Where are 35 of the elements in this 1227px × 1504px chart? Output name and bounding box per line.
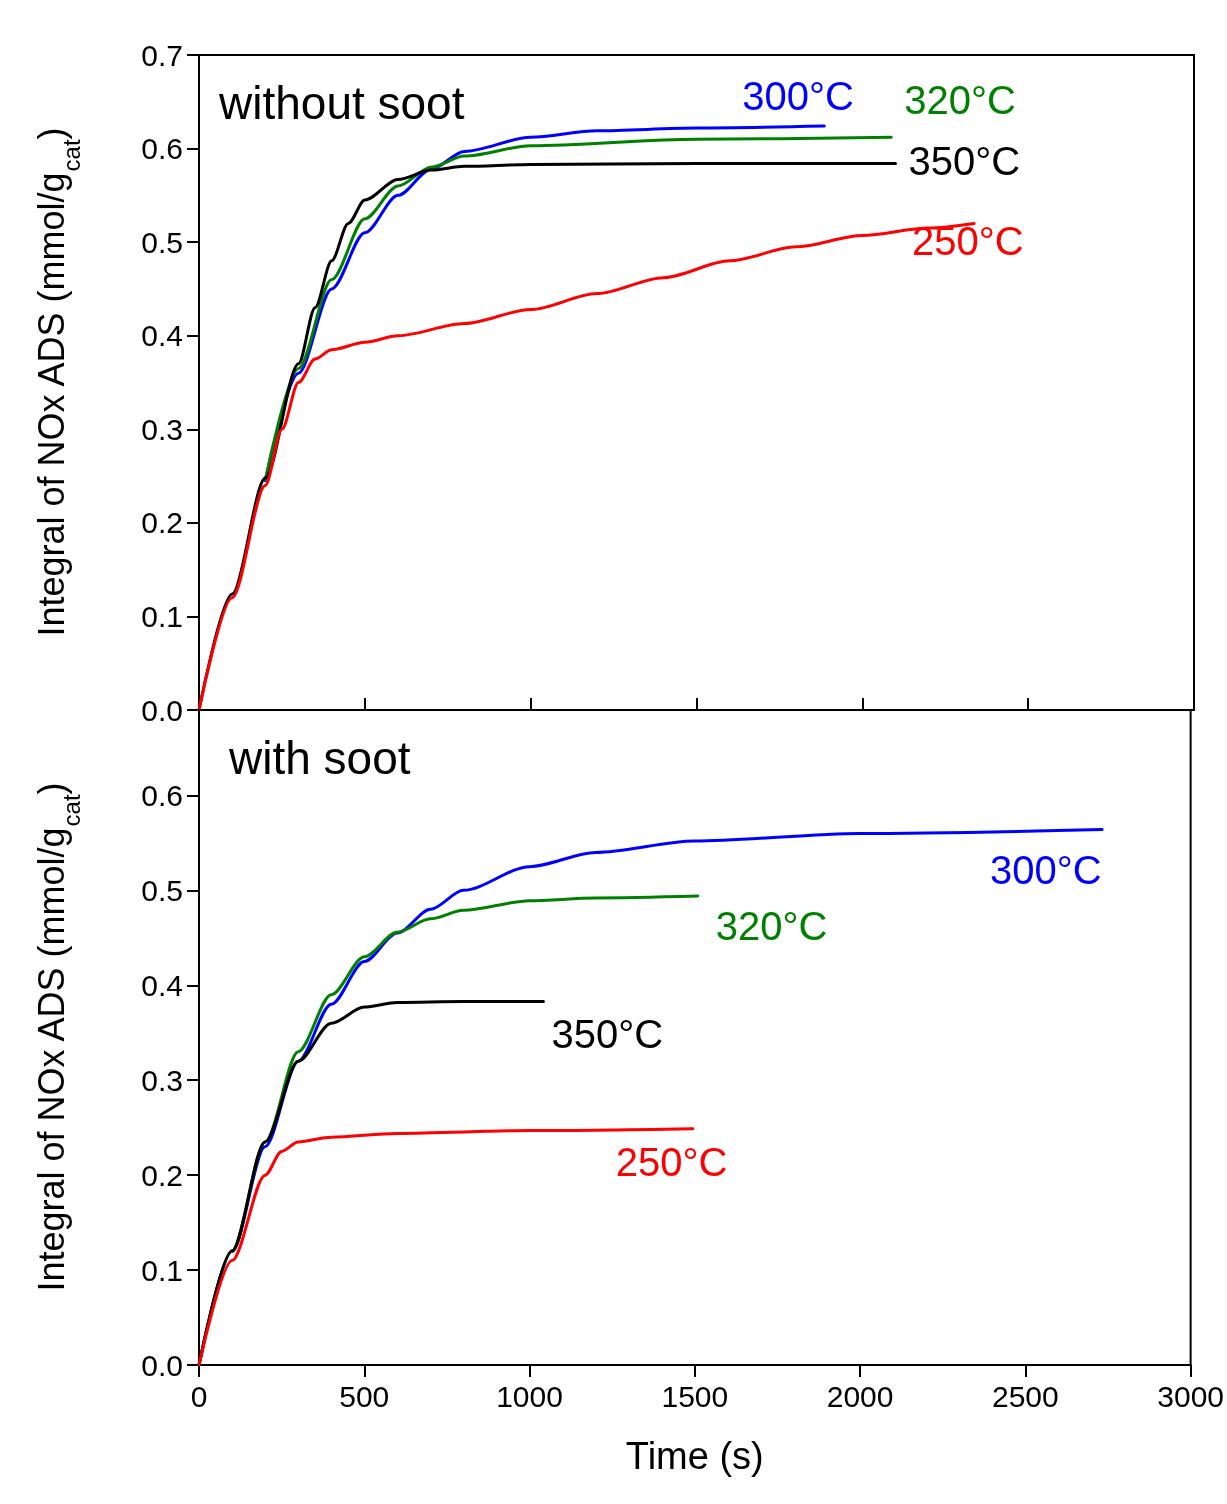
y-tick-label: 0.2 bbox=[141, 506, 183, 540]
series-label: 350°C bbox=[551, 1012, 664, 1057]
x-axis-title: Time (s) bbox=[625, 1435, 764, 1477]
y-tick-label: 0.1 bbox=[141, 599, 183, 633]
y-tick-label: 0.1 bbox=[141, 1253, 183, 1287]
y-tick-label: 0.5 bbox=[141, 873, 183, 907]
series-label: 300°C bbox=[990, 847, 1102, 892]
y-axis-title: Integral of NOx ADS (mmol/gcat) bbox=[30, 127, 85, 637]
x-tick-label: 3000 bbox=[1157, 1379, 1225, 1413]
series-label: 250°C bbox=[615, 1139, 728, 1184]
series-label: 250°C bbox=[912, 219, 1024, 264]
y-tick-label: 0.4 bbox=[141, 319, 183, 353]
x-tick-label: 2000 bbox=[826, 1379, 894, 1413]
y-tick-label: 0.2 bbox=[141, 1158, 183, 1192]
y-tick-label: 0.0 bbox=[141, 693, 183, 727]
y-tick-label: 0.6 bbox=[141, 778, 183, 812]
text: without soot bbox=[218, 77, 465, 129]
x-tick-label: 1000 bbox=[496, 1379, 563, 1413]
x-tick-label: 2500 bbox=[991, 1379, 1059, 1413]
text: with soot bbox=[228, 732, 411, 784]
y-tick-label: 0.3 bbox=[141, 1063, 183, 1097]
series-label: 300°C bbox=[742, 74, 854, 119]
x-tick-label: 1500 bbox=[661, 1379, 729, 1413]
y-tick-label: 0.3 bbox=[141, 412, 183, 446]
y-tick-label: 0.4 bbox=[141, 968, 183, 1002]
x-tick-label: 500 bbox=[339, 1379, 390, 1413]
series-label: 320°C bbox=[715, 904, 828, 949]
y-tick-label: 0.6 bbox=[141, 132, 183, 166]
y-tick-label: 0.5 bbox=[141, 225, 183, 259]
x-tick-label: 0 bbox=[190, 1379, 208, 1413]
series-label: 350°C bbox=[908, 138, 1021, 183]
y-axis-title: Integral of NOx ADS (mmol/gcat) bbox=[30, 782, 85, 1292]
y-tick-label: 0.0 bbox=[141, 1348, 183, 1382]
series-label: 320°C bbox=[904, 78, 1016, 123]
y-tick-label: 0.7 bbox=[141, 38, 183, 72]
